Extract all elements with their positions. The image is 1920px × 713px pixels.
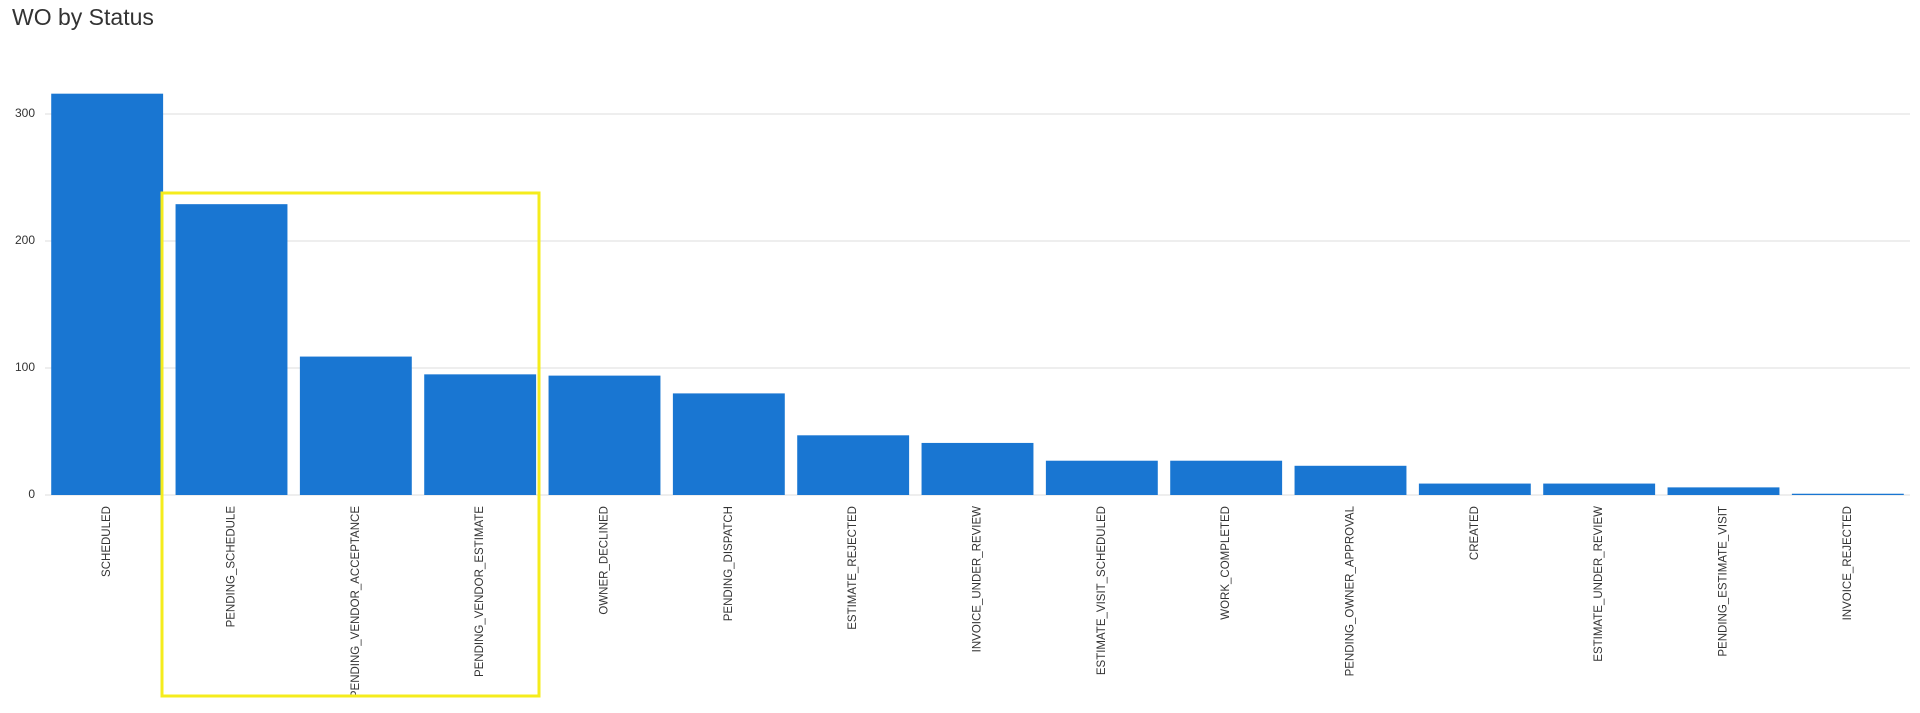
bar xyxy=(51,93,164,496)
bar xyxy=(1045,460,1158,495)
bar xyxy=(797,435,910,495)
y-tick-label: 200 xyxy=(15,233,35,247)
x-tick-label: PENDING_OWNER_APPROVAL xyxy=(1345,505,1357,676)
x-tick-label: SCHEDULED xyxy=(101,506,113,577)
bar xyxy=(1543,483,1656,495)
y-tick-label: 100 xyxy=(15,360,35,374)
bar xyxy=(1791,493,1904,495)
x-tick-label: PENDING_VENDOR_ACCEPTANCE xyxy=(350,506,362,698)
x-tick-label: PENDING_ESTIMATE_VISIT xyxy=(1718,506,1730,657)
bar xyxy=(1667,487,1780,495)
y-tick-label: 300 xyxy=(15,106,35,120)
x-tick-label: INVOICE_UNDER_REVIEW xyxy=(972,506,984,652)
x-tick-label: INVOICE_REJECTED xyxy=(1842,506,1854,620)
y-tick-label: 0 xyxy=(28,487,35,501)
x-tick-label: WORK_COMPLETED xyxy=(1220,506,1232,620)
bar xyxy=(1170,460,1283,495)
bar xyxy=(1294,465,1407,495)
x-tick-label: PENDING_DISPATCH xyxy=(723,506,735,621)
plot-area: 0 100 200 300 SCHEDULED PENDING_SCHEDULE PENDI… xyxy=(15,93,1910,698)
x-tick-label: ESTIMATE_REJECTED xyxy=(847,506,859,630)
bar xyxy=(424,374,537,495)
bar xyxy=(175,204,288,496)
bar xyxy=(548,375,661,495)
bar xyxy=(672,393,785,495)
x-tick-label: ESTIMATE_UNDER_REVIEW xyxy=(1593,506,1605,662)
bar xyxy=(1418,483,1531,495)
x-tick-label: OWNER_DECLINED xyxy=(599,506,611,615)
highlight-box xyxy=(160,191,541,698)
chart-title: WO by Status xyxy=(12,4,154,30)
x-tick-label: ESTIMATE_VISIT_SCHEDULED xyxy=(1096,506,1108,675)
x-tick-label: PENDING_VENDOR_ESTIMATE xyxy=(474,506,486,677)
bar xyxy=(299,356,412,495)
x-tick-label: CREATED xyxy=(1469,506,1481,560)
x-tick-label: PENDING_SCHEDULE xyxy=(226,506,238,628)
bar xyxy=(921,442,1034,495)
